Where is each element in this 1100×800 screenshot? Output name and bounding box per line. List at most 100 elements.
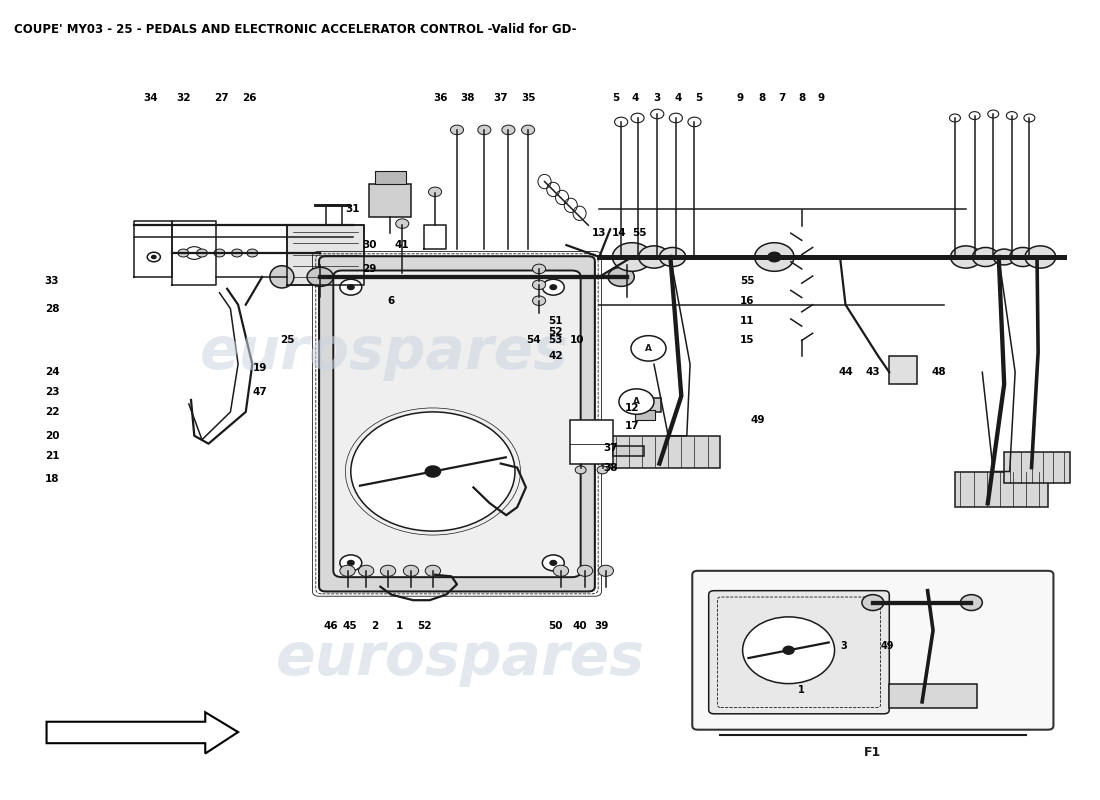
Circle shape [340, 279, 362, 295]
Circle shape [178, 249, 189, 257]
Circle shape [639, 246, 669, 268]
Text: 4: 4 [631, 93, 639, 103]
Text: 36: 36 [433, 93, 448, 103]
Circle shape [351, 412, 515, 531]
Text: 9: 9 [818, 93, 825, 103]
Circle shape [631, 336, 666, 361]
Polygon shape [46, 712, 238, 754]
Text: 30: 30 [362, 240, 376, 250]
Text: 23: 23 [45, 387, 59, 397]
Text: 19: 19 [253, 363, 267, 374]
Circle shape [542, 555, 564, 571]
Circle shape [742, 617, 835, 684]
Text: 6: 6 [387, 296, 395, 306]
Text: 9: 9 [737, 93, 744, 103]
Text: eurospares: eurospares [276, 630, 646, 686]
Text: A: A [632, 397, 640, 406]
Text: 42: 42 [548, 351, 563, 362]
Circle shape [152, 255, 156, 258]
Ellipse shape [270, 266, 294, 288]
Text: 52: 52 [417, 622, 431, 631]
Text: F1: F1 [865, 746, 881, 758]
Bar [614, 446, 645, 456]
FancyBboxPatch shape [319, 256, 595, 591]
Circle shape [615, 117, 628, 126]
Text: 24: 24 [45, 367, 59, 377]
Circle shape [426, 566, 441, 576]
Text: A: A [645, 344, 652, 353]
Text: 22: 22 [45, 407, 59, 417]
Text: 31: 31 [345, 204, 360, 214]
Circle shape [307, 267, 333, 286]
Text: 50: 50 [548, 622, 563, 631]
Circle shape [578, 566, 593, 576]
Circle shape [231, 249, 242, 257]
Text: 15: 15 [739, 335, 755, 346]
Text: 54: 54 [526, 335, 541, 346]
Circle shape [214, 249, 224, 257]
Circle shape [862, 594, 883, 610]
Text: 28: 28 [45, 304, 59, 314]
Bar [287, 226, 364, 285]
Circle shape [542, 279, 564, 295]
Text: 38: 38 [461, 93, 475, 103]
Circle shape [396, 219, 409, 229]
Circle shape [340, 566, 355, 576]
Text: 55: 55 [739, 276, 755, 286]
Text: 26: 26 [242, 93, 256, 103]
Text: 38: 38 [603, 462, 617, 473]
Text: 45: 45 [342, 622, 358, 631]
Text: 10: 10 [570, 335, 584, 346]
Circle shape [532, 296, 546, 306]
Circle shape [993, 249, 1015, 265]
Text: 14: 14 [612, 228, 626, 238]
Circle shape [381, 566, 396, 576]
Text: 37: 37 [603, 442, 617, 453]
Polygon shape [889, 685, 977, 708]
Polygon shape [610, 436, 719, 467]
FancyBboxPatch shape [333, 270, 581, 577]
Text: 49: 49 [750, 415, 766, 425]
Text: 52: 52 [548, 327, 563, 338]
Circle shape [404, 566, 419, 576]
Circle shape [1025, 246, 1056, 268]
Text: eurospares: eurospares [200, 324, 569, 381]
Text: 2: 2 [372, 622, 378, 631]
Circle shape [550, 285, 557, 290]
Text: 39: 39 [594, 622, 608, 631]
Circle shape [613, 242, 652, 271]
Text: 49: 49 [880, 642, 894, 651]
Circle shape [597, 466, 608, 474]
Text: 41: 41 [395, 240, 409, 250]
Circle shape [972, 247, 999, 266]
Text: 1: 1 [395, 622, 403, 631]
Circle shape [755, 242, 794, 271]
Text: 18: 18 [45, 474, 59, 485]
Text: 32: 32 [176, 93, 190, 103]
Circle shape [521, 125, 535, 134]
Text: 44: 44 [838, 367, 853, 377]
Text: 3: 3 [653, 93, 661, 103]
Circle shape [768, 252, 781, 262]
Text: 13: 13 [592, 228, 606, 238]
Circle shape [631, 114, 645, 122]
Text: 43: 43 [866, 367, 880, 377]
Circle shape [186, 246, 204, 259]
Circle shape [550, 561, 557, 566]
Circle shape [988, 110, 999, 118]
Circle shape [619, 389, 654, 414]
Circle shape [340, 555, 362, 571]
Text: 12: 12 [625, 403, 639, 413]
Circle shape [1024, 114, 1035, 122]
Text: 46: 46 [323, 622, 339, 631]
Circle shape [348, 285, 354, 290]
Circle shape [147, 252, 161, 262]
Bar [370, 184, 411, 218]
Circle shape [348, 561, 354, 566]
Polygon shape [955, 471, 1048, 507]
Polygon shape [1004, 452, 1070, 483]
Text: 4: 4 [674, 93, 682, 103]
Circle shape [532, 280, 546, 290]
Circle shape [553, 566, 569, 576]
Circle shape [359, 566, 374, 576]
